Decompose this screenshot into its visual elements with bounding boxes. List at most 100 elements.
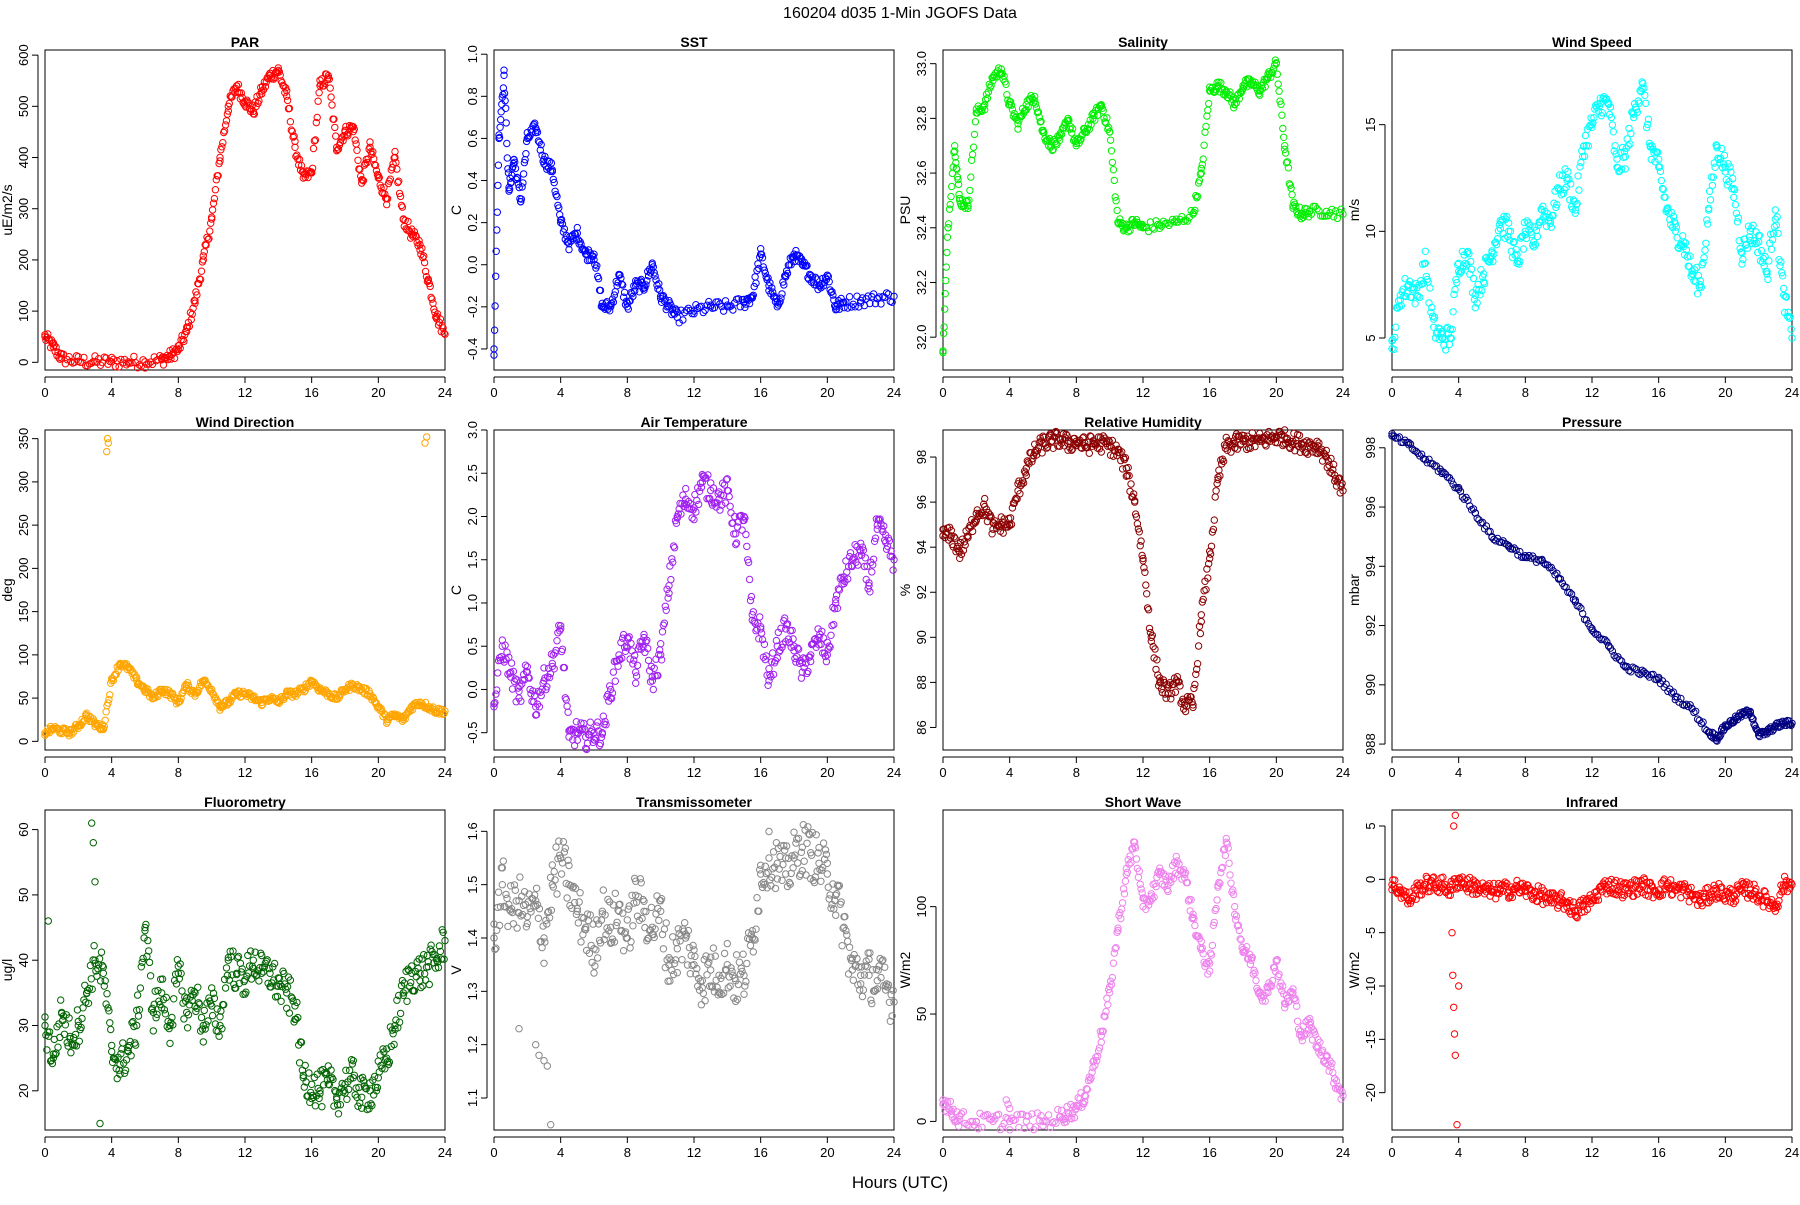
data-point [198, 1014, 204, 1020]
y-tick-label-wind-speed: 10 [1363, 224, 1378, 238]
data-point [517, 874, 523, 880]
y-tick-label-salinity: 32.8 [914, 106, 929, 131]
data-point [284, 990, 290, 996]
data-point [503, 105, 509, 111]
x-tick-label-wind-direction: 8 [175, 765, 182, 780]
data-point [949, 183, 955, 189]
data-point [1205, 107, 1211, 113]
data-point [171, 996, 177, 1002]
data-point [533, 1042, 539, 1048]
data-point [424, 434, 430, 440]
y-tick-label-air-temperature: 3.0 [465, 421, 480, 439]
data-point [396, 1019, 402, 1025]
data-point [972, 119, 978, 125]
data-point [1788, 326, 1794, 332]
data-point [200, 257, 206, 263]
data-point [1113, 198, 1119, 204]
data-point [554, 638, 560, 644]
data-point [1128, 481, 1134, 487]
y-tick-label-relative-humidity: 86 [914, 720, 929, 734]
data-point [648, 904, 654, 910]
plot-frame-sst [494, 50, 894, 370]
data-point [302, 1062, 308, 1068]
data-point [327, 85, 333, 91]
data-point [943, 264, 949, 270]
x-tick-label-short-wave: 20 [1269, 1145, 1283, 1160]
data-point [1740, 256, 1746, 262]
data-point [944, 234, 950, 240]
data-point [98, 949, 104, 955]
data-point [211, 195, 217, 201]
y-tick-label-pressure: 990 [1363, 674, 1378, 696]
x-tick-label-relative-humidity: 8 [1073, 765, 1080, 780]
data-point [813, 832, 819, 838]
x-tick-label-pressure: 4 [1455, 765, 1462, 780]
points-wind-direction [42, 434, 448, 739]
y-tick-label-air-temperature: 2.5 [465, 464, 480, 482]
data-point [766, 678, 772, 684]
y-tick-label-par: 200 [16, 249, 31, 271]
data-point [955, 181, 961, 187]
data-point [659, 629, 665, 635]
data-point [1694, 291, 1700, 297]
data-point [1756, 239, 1762, 245]
y-tick-label-par: 400 [16, 147, 31, 169]
data-point [673, 939, 679, 945]
data-point [770, 650, 776, 656]
data-point [758, 862, 764, 868]
data-point [220, 140, 226, 146]
data-point [790, 636, 796, 642]
data-point [284, 1005, 290, 1011]
data-point [947, 201, 953, 207]
x-tick-label-par: 0 [41, 385, 48, 400]
data-point [1548, 224, 1554, 230]
data-point [201, 249, 207, 255]
y-tick-label-pressure: 994 [1363, 555, 1378, 577]
data-point [167, 1040, 173, 1046]
data-point [312, 1103, 318, 1109]
x-tick-label-pressure: 0 [1388, 765, 1395, 780]
data-point [332, 124, 338, 130]
data-point [1275, 81, 1281, 87]
data-point [1289, 192, 1295, 198]
data-point [92, 879, 98, 885]
y-tick-label-fluorometry: 60 [16, 822, 31, 836]
data-point [770, 849, 776, 855]
data-point [109, 1048, 115, 1054]
data-point [491, 327, 497, 333]
data-point [91, 943, 97, 949]
data-point [222, 985, 228, 991]
data-point [150, 1028, 156, 1034]
data-point [1709, 182, 1715, 188]
data-point [1470, 275, 1476, 281]
x-tick-label-fluorometry: 24 [438, 1145, 452, 1160]
data-point [354, 147, 360, 153]
data-point [1196, 178, 1202, 184]
data-point [1086, 450, 1092, 456]
data-point [576, 899, 582, 905]
y-tick-label-wind-speed: 5 [1363, 334, 1378, 341]
data-point [1642, 92, 1648, 98]
data-point [133, 1042, 139, 1048]
y-tick-label-relative-humidity: 98 [914, 450, 929, 464]
x-tick-label-salinity: 8 [1073, 385, 1080, 400]
data-point [306, 1070, 312, 1076]
y-tick-label-relative-humidity: 90 [914, 630, 929, 644]
x-tick-label-wind-speed: 4 [1455, 385, 1462, 400]
data-point [1206, 100, 1212, 106]
data-point [1334, 215, 1340, 221]
data-point [1772, 207, 1778, 213]
x-tick-label-relative-humidity: 0 [939, 765, 946, 780]
data-point [744, 960, 750, 966]
y-axis-label-sst: C [448, 205, 464, 215]
data-point [1412, 301, 1418, 307]
data-point [494, 227, 500, 233]
data-point [845, 971, 851, 977]
data-point [397, 1010, 403, 1016]
data-point [207, 228, 213, 234]
data-point [68, 1050, 74, 1056]
y-tick-label-par: 600 [16, 44, 31, 66]
